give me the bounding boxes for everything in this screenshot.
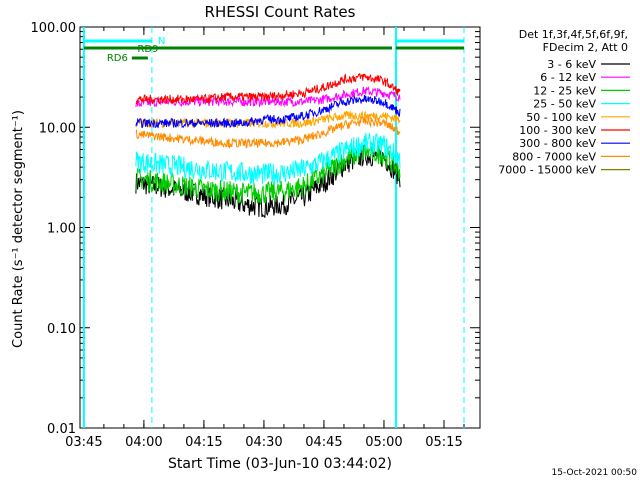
series-line-0 — [135, 144, 401, 218]
legend-label-1: 6 - 12 keV — [540, 71, 596, 84]
y-tick-label-2: 1.00 — [47, 222, 76, 237]
attenuator-marker-lines — [82, 27, 465, 428]
axis-ticks: 03:45 04:00 04:15 04:30 04:45 05:00 05:15 0.01 0… — [31, 21, 480, 450]
legend-header-0: Det 1f,3f,4f,5f,6f,9f, — [519, 28, 628, 41]
series-line-2 — [135, 140, 401, 205]
x-tick-label-6: 05:15 — [425, 435, 462, 450]
y-tick-label-1: 0.10 — [47, 322, 76, 337]
x-tick-label-2: 04:15 — [185, 435, 222, 450]
flag-label-0: N — [158, 36, 165, 47]
x-tick-label-3: 04:30 — [245, 435, 282, 450]
y-tick-label-3: 10.00 — [39, 121, 76, 136]
chart-title: RHESSI Count Rates — [205, 3, 356, 21]
x-tick-label-4: 04:45 — [305, 435, 342, 450]
legend-label-8: 7000 - 15000 keV — [498, 164, 596, 177]
legend-header-1: FDecim 2, Att 0 — [543, 41, 628, 54]
x-tick-label-5: 05:00 — [365, 435, 402, 450]
series-line-6 — [135, 95, 401, 129]
x-tick-label-1: 04:00 — [125, 435, 162, 450]
data-series — [135, 73, 401, 218]
series-line-7 — [135, 116, 401, 149]
y-tick-label-4: 100.00 — [31, 21, 77, 36]
generation-timestamp: 15-Oct-2021 00:50 — [552, 468, 638, 478]
legend-label-2: 12 - 25 keV — [533, 84, 596, 97]
plot-frame — [79, 26, 481, 429]
flag-label-5: RD6 — [107, 53, 128, 64]
legend-label-5: 100 - 300 keV — [519, 124, 596, 137]
y-axis-label: Count Rate (s⁻¹ detector segment⁻¹) — [11, 110, 26, 348]
x-axis-label: Start Time (03-Jun-10 03:44:02) — [168, 456, 392, 472]
x-tick-label-0: 03:45 — [65, 435, 102, 450]
legend-label-4: 50 - 100 keV — [526, 111, 596, 124]
legend-label-6: 300 - 800 keV — [519, 137, 596, 150]
series-line-4 — [135, 110, 401, 130]
flag-label-1: RD9 — [137, 44, 158, 55]
series-line-5 — [135, 73, 401, 105]
y-tick-label-0: 0.01 — [47, 422, 76, 437]
legend-label-0: 3 - 6 keV — [547, 58, 596, 71]
legend-label-7: 800 - 7000 keV — [512, 150, 596, 163]
legend: Det 1f,3f,4f,5f,6f,9f,FDecim 2, Att 0 3 -… — [498, 28, 630, 177]
series-line-1 — [135, 85, 401, 108]
legend-label-3: 25 - 50 keV — [533, 98, 596, 111]
series-line-3 — [135, 132, 401, 185]
